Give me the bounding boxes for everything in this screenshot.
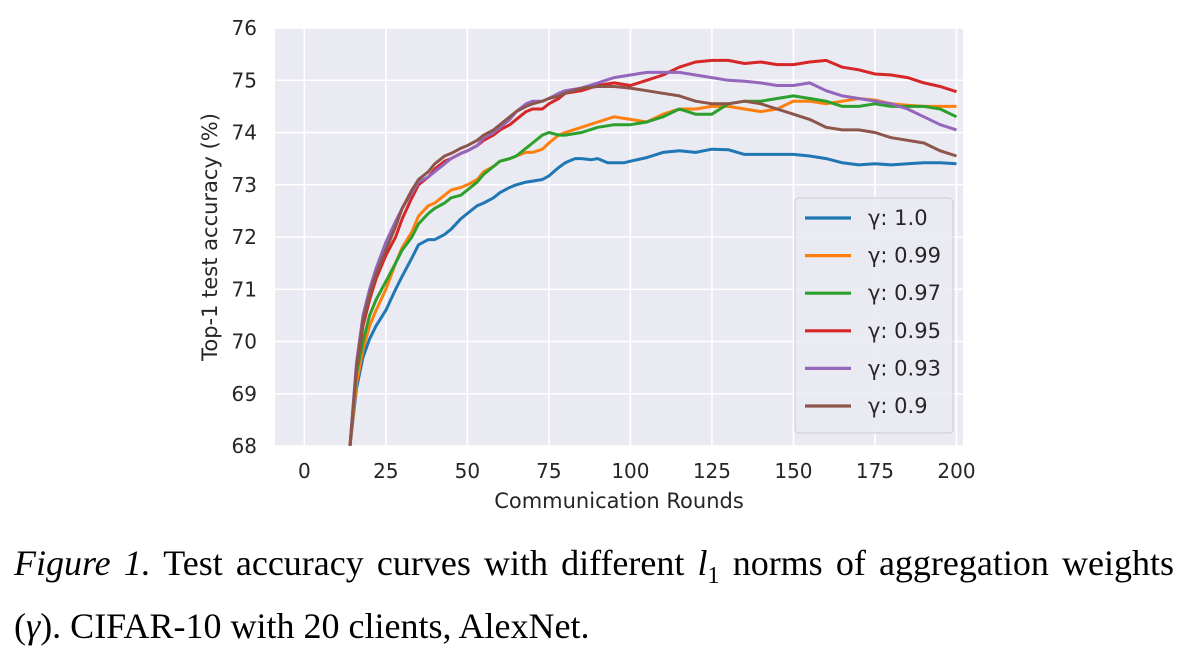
series-line-1 xyxy=(348,97,957,446)
x-tick-label: 125 xyxy=(693,459,731,483)
legend-label-4: γ: 0.93 xyxy=(868,356,941,380)
series-line-0 xyxy=(348,147,957,446)
math-subscript: 1 xyxy=(707,563,720,590)
figure-caption: Figure 1. Test accuracy curves with diff… xyxy=(14,538,1174,651)
math-l: l xyxy=(697,543,708,583)
series-layer xyxy=(348,58,958,446)
legend-label-3: γ: 0.95 xyxy=(868,319,941,343)
y-tick-label: 71 xyxy=(232,277,257,301)
y-axis-label: Top-1 test accuracy (%) xyxy=(198,113,222,362)
series-line-3 xyxy=(348,58,957,446)
caption-text-1: Test accuracy curves with different xyxy=(163,543,685,583)
y-tick-label: 70 xyxy=(232,330,257,354)
x-tick-label: 175 xyxy=(856,459,894,483)
y-tick-label: 68 xyxy=(232,434,257,458)
x-axis-label: Communication Rounds xyxy=(494,489,744,513)
y-tick-label: 72 xyxy=(232,225,257,249)
legend-label-5: γ: 0.9 xyxy=(868,394,928,418)
legend-label-0: γ: 1.0 xyxy=(868,206,928,230)
y-tick-label: 75 xyxy=(232,68,257,92)
caption-text-3: ). CIFAR-10 with 20 clients, AlexNet. xyxy=(40,606,590,647)
x-tick-label: 150 xyxy=(774,459,812,483)
series-line-2 xyxy=(348,94,958,446)
y-tick-labels: 68 69 70 71 72 73 74 75 76 xyxy=(232,16,257,458)
y-tick-label: 69 xyxy=(232,382,257,406)
x-tick-label: 100 xyxy=(611,459,649,483)
figure-label: Figure 1. xyxy=(14,543,151,583)
math-gamma: γ xyxy=(26,606,41,647)
series-line-5 xyxy=(348,85,957,446)
x-tick-label: 200 xyxy=(937,459,975,483)
caption-text-2: norms of aggregation weights ( xyxy=(14,543,1174,647)
y-tick-label: 73 xyxy=(232,173,257,197)
legend: γ: 1.0 γ: 0.99 γ: 0.97 γ: 0.95 γ: 0.93 γ: 0.9 xyxy=(794,197,954,434)
x-tick-label: 50 xyxy=(455,459,480,483)
legend-label-1: γ: 0.99 xyxy=(868,244,941,268)
x-tick-label: 25 xyxy=(373,459,398,483)
x-tick-labels: 0 25 50 75 100 125 150 175 200 xyxy=(298,459,976,483)
y-tick-label: 76 xyxy=(232,16,257,40)
x-tick-label: 75 xyxy=(536,459,561,483)
math-l1: l1 xyxy=(697,543,720,589)
legend-label-2: γ: 0.97 xyxy=(868,281,941,305)
x-tick-label: 0 xyxy=(298,459,311,483)
y-tick-label: 74 xyxy=(232,121,257,145)
chart: 0 25 50 75 100 125 150 175 200 68 69 70 71 72 73 74 75 7… xyxy=(198,16,976,513)
